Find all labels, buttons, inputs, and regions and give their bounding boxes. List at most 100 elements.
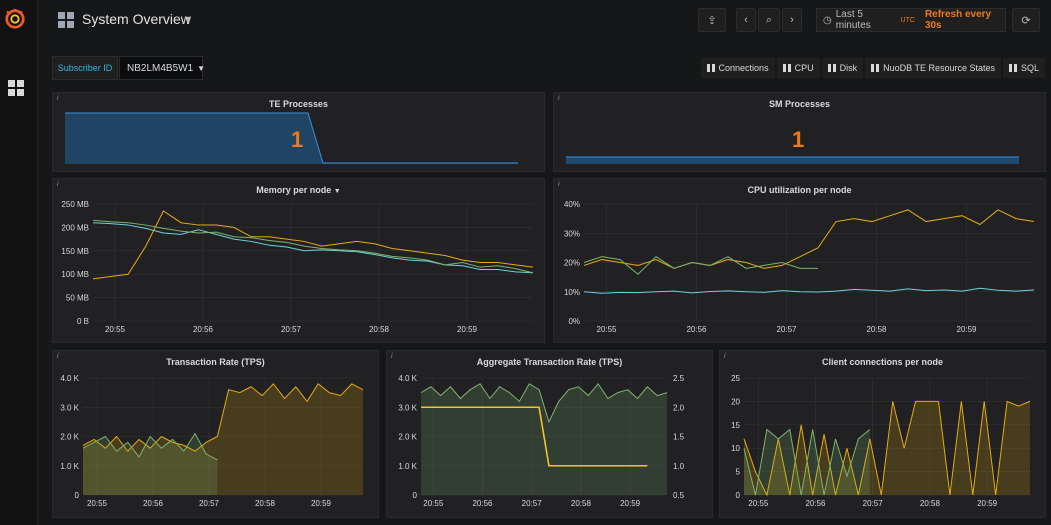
- x-tick-label: 20:56: [143, 499, 164, 508]
- x-tick-label: 20:59: [977, 499, 998, 508]
- zoom-out-button[interactable]: ⌕: [758, 8, 780, 32]
- clock-icon: ◷: [823, 14, 832, 26]
- aggregate-tps-chart: 4.0 K 3.0 K 2.0 K 1.0 K 0 2.5 2.0 1.5 1.0 0.5 20:5…: [398, 374, 685, 508]
- info-icon[interactable]: i: [558, 95, 560, 102]
- dashboard-title[interactable]: System Overview: [82, 11, 191, 27]
- y-tick-label: 15: [731, 421, 740, 430]
- dashboards-icon[interactable]: [8, 80, 24, 96]
- x-tick-label: 20:55: [87, 499, 108, 508]
- x-tick-label: 20:55: [423, 499, 444, 508]
- subscriber-id-select[interactable]: NB2LM4B5W1 ▼: [119, 56, 205, 80]
- series-line: [583, 209, 1035, 269]
- y-tick-label: 0: [75, 491, 80, 500]
- y-tick-label: 0 B: [77, 317, 89, 326]
- series-area: [83, 383, 363, 495]
- series-line: [92, 210, 534, 280]
- link-disk[interactable]: Disk: [821, 58, 864, 78]
- x-tick-label: 20:59: [620, 499, 641, 508]
- chevron-left-icon: ‹: [744, 14, 748, 26]
- info-icon[interactable]: i: [391, 353, 393, 360]
- panel-title[interactable]: Transaction Rate (TPS): [166, 357, 265, 367]
- grid-icon: [706, 64, 715, 72]
- memory-chart: 250 MB 200 MB 150 MB 100 MB 50 MB 0 B 20:55 20:…: [61, 200, 534, 334]
- y-tick-label: 2.0 K: [398, 433, 417, 442]
- y-tick-label: 4.0 K: [60, 374, 79, 383]
- x-tick-label: 20:57: [863, 499, 884, 508]
- info-icon[interactable]: i: [57, 95, 59, 102]
- series-line: [583, 256, 818, 275]
- y-tick-label: 40%: [564, 200, 580, 209]
- y-tick-label: 2.0 K: [60, 433, 79, 442]
- client-connections-panel: i Client connections per node 25 20 15 10 5 0…: [719, 350, 1046, 518]
- series-line: [743, 428, 871, 496]
- time-forward-button[interactable]: ›: [782, 8, 802, 32]
- panel-title[interactable]: Memory per node ▼: [256, 185, 341, 195]
- info-icon[interactable]: i: [57, 181, 59, 188]
- y-tick-label: 3.0 K: [398, 403, 417, 412]
- series-line: [583, 287, 1035, 294]
- info-icon[interactable]: i: [57, 353, 59, 360]
- tps-panel: i Transaction Rate (TPS) 4.0 K 3.0 K 2.0 K…: [52, 350, 379, 518]
- y-tick-label: 20%: [564, 259, 580, 268]
- y-tick-label: 10: [731, 444, 740, 453]
- share-button[interactable]: ⇪: [698, 8, 726, 32]
- te-processes-panel: i TE Processes 1: [52, 92, 545, 172]
- link-cpu[interactable]: CPU: [776, 58, 820, 78]
- search-icon: ⌕: [765, 13, 773, 26]
- grid-icon: [1008, 64, 1017, 72]
- refresh-icon: ⟳: [1021, 14, 1031, 27]
- y-tick-label: 3.0 K: [60, 403, 79, 412]
- link-connections[interactable]: Connections: [700, 58, 775, 78]
- info-icon[interactable]: i: [724, 353, 726, 360]
- grid-icon: [871, 64, 880, 72]
- sm-processes-panel: i SM Processes 1: [553, 92, 1046, 172]
- panel-title[interactable]: Client connections per node: [821, 357, 943, 367]
- memory-panel: i Memory per node ▼ 250 MB 200 MB 150 MB 10…: [52, 178, 545, 343]
- panel-title[interactable]: SM Processes: [768, 99, 831, 109]
- tps-chart: 4.0 K 3.0 K 2.0 K 1.0 K 0 20:55 20:56 20:57 20:5…: [60, 374, 364, 508]
- y-tick-label: 1.0 K: [60, 462, 79, 471]
- series-line: [420, 383, 668, 424]
- time-picker[interactable]: ◷ Last 5 minutes UTC Refresh every 30s: [816, 8, 1006, 32]
- info-icon[interactable]: i: [558, 181, 560, 188]
- series-line: [421, 406, 648, 467]
- link-te-resource-states[interactable]: NuoDB TE Resource States: [865, 58, 1001, 78]
- y-tick-label: 5: [736, 468, 741, 477]
- sm-sparkline: [566, 156, 1019, 164]
- refresh-interval: Refresh every 30s: [924, 9, 992, 31]
- x-tick-label: 20:57: [776, 325, 797, 334]
- x-tick-label: 20:55: [596, 325, 617, 334]
- link-sql[interactable]: SQL: [1002, 58, 1045, 78]
- time-range: Last 5 minutes: [835, 9, 871, 31]
- grafana-logo-icon[interactable]: [4, 8, 26, 30]
- y2-tick-label: 2.5: [673, 374, 685, 383]
- chevron-down-icon[interactable]: ▼: [184, 14, 193, 24]
- y-tick-label: 4.0 K: [398, 374, 417, 383]
- navbar: System Overview ▼ ⇪ ‹ ⌕ › ◷ Last 5 minut…: [38, 0, 1051, 42]
- x-tick-label: 20:56: [805, 499, 826, 508]
- te-sparkline: [65, 112, 518, 164]
- x-tick-label: 20:58: [255, 499, 276, 508]
- panel-title[interactable]: Aggregate Transaction Rate (TPS): [476, 357, 623, 367]
- dashboard-links: Connections CPU Disk NuoDB TE Resource S…: [700, 58, 1045, 78]
- y2-tick-label: 1.5: [673, 433, 685, 442]
- time-back-button[interactable]: ‹: [736, 8, 756, 32]
- y-tick-label: 200 MB: [61, 223, 89, 232]
- y-tick-label: 50 MB: [66, 294, 89, 303]
- series-line: [82, 383, 364, 452]
- variable-value: NB2LM4B5W1: [127, 62, 194, 74]
- y-tick-label: 10%: [564, 288, 580, 297]
- grid-icon: [827, 64, 836, 72]
- y-tick-label: 0: [736, 491, 741, 500]
- x-tick-label: 20:58: [866, 325, 887, 334]
- series-area: [744, 429, 870, 495]
- x-tick-label: 20:56: [193, 325, 214, 334]
- panel-title[interactable]: CPU utilization per node: [747, 185, 852, 195]
- y-tick-label: 250 MB: [61, 200, 89, 209]
- x-tick-label: 20:57: [281, 325, 302, 334]
- panel-title[interactable]: TE Processes: [268, 99, 329, 109]
- y-tick-label: 0%: [568, 317, 580, 326]
- x-tick-label: 20:57: [199, 499, 220, 508]
- x-tick-label: 20:56: [686, 325, 707, 334]
- refresh-button[interactable]: ⟳: [1012, 8, 1040, 32]
